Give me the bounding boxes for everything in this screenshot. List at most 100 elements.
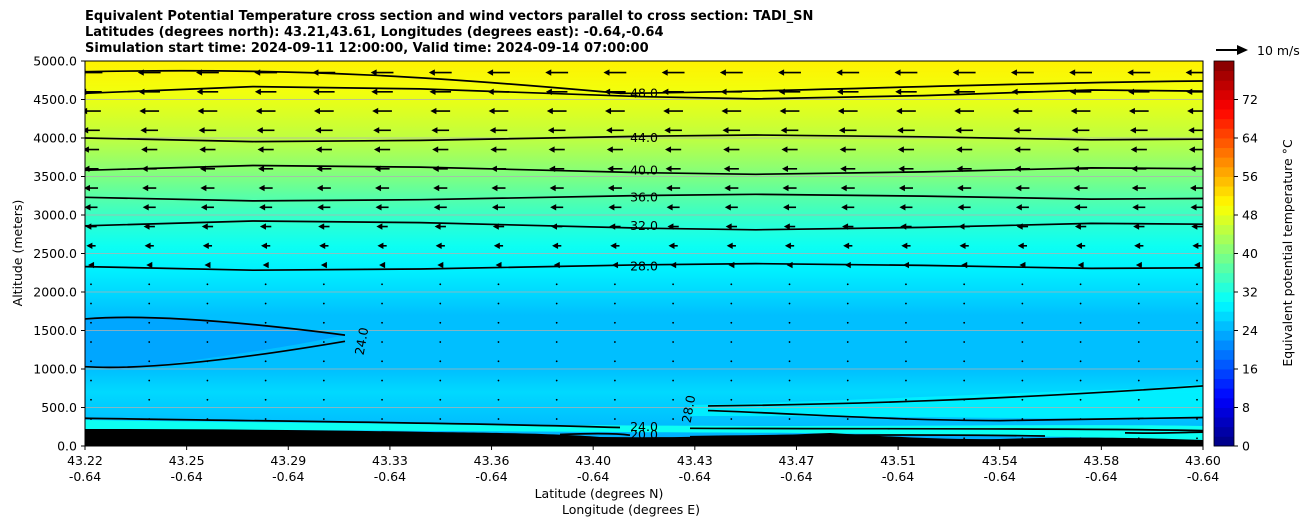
contour-line [707, 409, 1203, 422]
wind-vector [898, 184, 913, 192]
wind-vector [315, 127, 333, 134]
x-tick-label-lon: -0.64 [679, 469, 711, 484]
wind-vector [781, 146, 798, 153]
wind-vector [85, 107, 101, 115]
colorbar-bin [1214, 272, 1234, 283]
wind-vector [788, 398, 791, 401]
wind-vector [723, 146, 740, 153]
wind-vector [846, 418, 849, 420]
wind-vector [608, 204, 622, 211]
wind-vector [497, 341, 500, 343]
wind-vector [1079, 398, 1082, 401]
wind-vector [199, 146, 216, 153]
x-tick-label-lat: 43.54 [982, 453, 1018, 468]
wind-vector [726, 242, 736, 249]
wind-vector [264, 302, 267, 305]
wind-vector [1196, 379, 1198, 382]
wind-vector [664, 127, 682, 134]
contour-line [85, 220, 1203, 231]
wind-vector [1196, 360, 1198, 363]
wind-vector [952, 69, 976, 76]
colorbar: 0 8 16 24 32 40 48 56 64 72 [1213, 60, 1258, 454]
wind-vector [381, 379, 383, 382]
wind-vector [730, 398, 733, 401]
y-tick-label: 1000.0 [33, 362, 77, 377]
wind-vector [1192, 242, 1202, 249]
wind-vector [258, 165, 274, 172]
wind-vector [439, 360, 442, 363]
wind-vector [788, 302, 791, 305]
wind-vector [782, 184, 797, 192]
colorbar-bin [1214, 157, 1234, 168]
wind-vector [437, 261, 444, 269]
wind-vector [142, 204, 156, 211]
wind-vector [375, 184, 390, 192]
colorbar-bin [1214, 436, 1234, 447]
wind-vector [610, 242, 620, 249]
wind-vector [613, 398, 616, 401]
wind-vector [497, 321, 500, 324]
colorbar-bin [1214, 89, 1234, 100]
wind-vector [439, 321, 442, 324]
wind-vector [257, 146, 274, 153]
wind-vector [1075, 242, 1086, 249]
wind-vector [730, 283, 733, 286]
wind-vector [783, 223, 796, 230]
wind-vector [497, 283, 500, 286]
colorbar-bin [1214, 378, 1234, 389]
wind-vector [1137, 360, 1140, 363]
wind-vector [1188, 127, 1203, 134]
wind-vector [202, 242, 213, 249]
colorbar-bin [1214, 407, 1234, 418]
wind-vector [1185, 69, 1203, 76]
wind-vector [547, 127, 566, 134]
wind-vector [846, 398, 849, 401]
wind-vector [1021, 302, 1024, 305]
wind-vector [1014, 146, 1031, 153]
x-tick-label-lat: 43.43 [677, 453, 713, 468]
wind-vector [1015, 184, 1030, 192]
x-tick-label-lat: 43.40 [575, 453, 611, 468]
wind-vector [603, 69, 627, 76]
colorbar-bin [1214, 253, 1234, 264]
colorbar-bin [1214, 138, 1234, 149]
wind-vector [1079, 360, 1082, 363]
wind-vector [1072, 146, 1089, 153]
wind-vector [1137, 398, 1140, 401]
wind-vector [322, 302, 325, 305]
y-tick-label: 4000.0 [33, 131, 77, 146]
wind-vector [905, 341, 907, 343]
wind-vector [264, 341, 267, 343]
wind-vector [555, 379, 558, 382]
wind-vector [381, 360, 383, 363]
colorbar-bin [1214, 205, 1234, 216]
y-tick-label: 2500.0 [33, 246, 77, 261]
colorbar-label: Equivalent potential temperature °C [1280, 139, 1295, 367]
wind-vector [198, 127, 217, 134]
wind-vector [497, 302, 500, 305]
contour-line [85, 316, 346, 369]
colorbar-bin [1214, 243, 1234, 254]
wind-vector [905, 360, 907, 363]
wind-vector [555, 302, 558, 305]
wind-vector [963, 302, 966, 305]
colorbar-bin [1214, 195, 1234, 206]
wind-vector [318, 223, 330, 230]
wind-vector [1079, 341, 1082, 343]
wind-vector [954, 107, 975, 115]
y-tick-label: 1500.0 [33, 323, 77, 338]
wind-vector [730, 360, 733, 363]
wind-vector [1129, 127, 1148, 134]
wind-vector [322, 398, 325, 401]
wind-vector [846, 360, 849, 363]
wind-vector [846, 302, 849, 305]
x-tick-label-lat: 43.47 [779, 453, 815, 468]
wind-vector [665, 146, 682, 153]
wind-vector [439, 341, 442, 343]
wind-vector [1017, 242, 1027, 249]
wind-vector [1077, 261, 1084, 269]
wind-vector [1196, 283, 1198, 286]
wind-vector [546, 107, 567, 115]
wind-vector [672, 398, 675, 401]
wind-vector [433, 204, 447, 211]
